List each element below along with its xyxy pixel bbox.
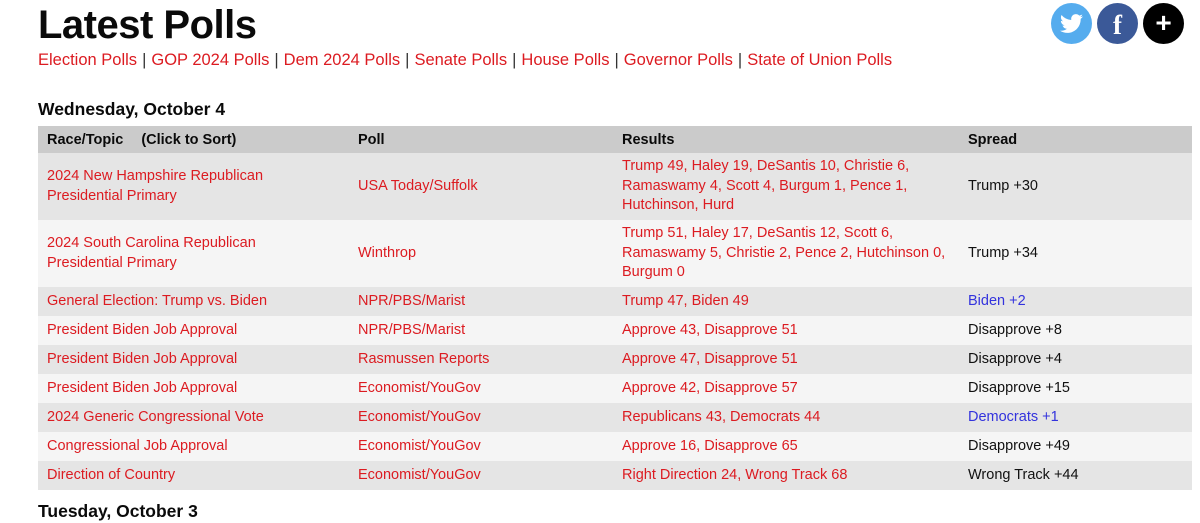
nav-separator: |: [737, 51, 743, 69]
nav-link-dem-2024-polls[interactable]: Dem 2024 Polls: [283, 51, 401, 69]
poll-table-row: 2024 South Carolina Republican President…: [38, 220, 1192, 287]
spread-value: Disapprove +49: [968, 437, 1070, 454]
nav-link-election-polls[interactable]: Election Polls: [38, 51, 138, 69]
nav-separator: |: [512, 51, 517, 69]
twitter-share-button[interactable]: [1051, 3, 1092, 44]
results-link[interactable]: Approve 43, Disapprove 51: [622, 321, 798, 338]
date-heading-wednesday: Wednesday, October 4: [38, 99, 226, 119]
race-link[interactable]: President Biden Job Approval: [47, 350, 238, 367]
poll-table-row: President Biden Job Approval NPR/PBS/Mar…: [38, 316, 1192, 345]
results-link[interactable]: Trump 49, Haley 19, DeSantis 10, Christi…: [622, 158, 910, 214]
poll-link[interactable]: Economist/YouGov: [358, 466, 481, 483]
header-spread[interactable]: Spread: [959, 126, 1192, 153]
race-link[interactable]: 2024 Generic Congressional Vote: [47, 408, 264, 425]
spread-value: Wrong Track +44: [968, 466, 1079, 483]
poll-table-row: President Biden Job Approval Rasmussen R…: [38, 345, 1192, 374]
race-link[interactable]: Direction of Country: [47, 466, 176, 483]
poll-table-row: General Election: Trump vs. Biden NPR/PB…: [38, 287, 1192, 316]
poll-link[interactable]: USA Today/Suffolk: [358, 177, 478, 194]
nav-separator: |: [142, 51, 147, 69]
results-link[interactable]: Approve 16, Disapprove 65: [622, 437, 798, 454]
nav-separator: |: [614, 51, 619, 69]
spread-value: Disapprove +8: [968, 321, 1062, 338]
poll-link[interactable]: Economist/YouGov: [358, 437, 481, 454]
race-link[interactable]: 2024 New Hampshire Republican Presidenti…: [47, 168, 264, 204]
results-link[interactable]: Approve 42, Disapprove 57: [622, 379, 798, 396]
nav-separator: |: [274, 51, 279, 69]
header-race-topic-label: Race/Topic: [47, 131, 124, 148]
social-share-bar: f +: [1051, 3, 1184, 44]
spread-value: Disapprove +15: [968, 379, 1070, 396]
race-link[interactable]: General Election: Trump vs. Biden: [47, 292, 268, 309]
nav-link-gop-2024-polls[interactable]: GOP 2024 Polls: [151, 51, 270, 69]
nav-link-senate-polls[interactable]: Senate Polls: [414, 51, 508, 69]
header-poll[interactable]: Poll: [349, 126, 613, 153]
spread-value: Disapprove +4: [968, 350, 1062, 367]
header-results[interactable]: Results: [613, 126, 959, 153]
nav-link-house-polls[interactable]: House Polls: [521, 51, 610, 69]
poll-link[interactable]: Economist/YouGov: [358, 408, 481, 425]
twitter-bird-icon: [1060, 12, 1083, 35]
poll-link[interactable]: NPR/PBS/Marist: [358, 321, 466, 338]
poll-table-row: 2024 Generic Congressional Vote Economis…: [38, 403, 1192, 432]
polls-table-header-row: Race/Topic (Click to Sort) Poll Results …: [38, 126, 1192, 153]
poll-table-row: President Biden Job Approval Economist/Y…: [38, 374, 1192, 403]
header-race-topic[interactable]: Race/Topic (Click to Sort): [38, 126, 349, 153]
polls-table: Race/Topic (Click to Sort) Poll Results …: [38, 126, 1192, 490]
page-title: Latest Polls: [38, 3, 257, 47]
facebook-icon: f: [1113, 10, 1122, 40]
poll-table-row: 2024 New Hampshire Republican Presidenti…: [38, 153, 1192, 220]
date-heading-tuesday: Tuesday, October 3: [38, 501, 198, 521]
race-link[interactable]: 2024 South Carolina Republican President…: [47, 235, 256, 271]
poll-link[interactable]: NPR/PBS/Marist: [358, 292, 466, 309]
poll-link[interactable]: Winthrop: [358, 244, 417, 261]
nav-link-governor-polls[interactable]: Governor Polls: [623, 51, 733, 69]
poll-table-row: Direction of Country Economist/YouGov Ri…: [38, 461, 1192, 490]
spread-value: Biden +2: [968, 292, 1026, 309]
facebook-share-button[interactable]: f: [1097, 3, 1138, 44]
more-share-button[interactable]: +: [1143, 3, 1184, 44]
results-link[interactable]: Right Direction 24, Wrong Track 68: [622, 466, 848, 483]
click-to-sort-hint: (Click to Sort): [141, 131, 237, 148]
spread-value: Trump +30: [968, 177, 1038, 194]
poll-link[interactable]: Rasmussen Reports: [358, 350, 490, 367]
results-link[interactable]: Trump 51, Haley 17, DeSantis 12, Scott 6…: [622, 225, 946, 281]
nav-link-state-of-union-polls[interactable]: State of Union Polls: [747, 51, 893, 69]
race-link[interactable]: President Biden Job Approval: [47, 321, 238, 338]
results-link[interactable]: Approve 47, Disapprove 51: [622, 350, 798, 367]
results-link[interactable]: Trump 47, Biden 49: [622, 292, 749, 309]
nav-separator: |: [405, 51, 410, 69]
results-link[interactable]: Republicans 43, Democrats 44: [622, 408, 821, 425]
poll-link[interactable]: Economist/YouGov: [358, 379, 481, 396]
race-link[interactable]: Congressional Job Approval: [47, 437, 228, 454]
poll-table-row: Congressional Job Approval Economist/You…: [38, 432, 1192, 461]
plus-icon: +: [1155, 6, 1172, 38]
spread-value: Trump +34: [968, 244, 1038, 261]
race-link[interactable]: President Biden Job Approval: [47, 379, 238, 396]
polls-table-body: 2024 New Hampshire Republican Presidenti…: [38, 153, 1192, 490]
poll-nav: Election Polls | GOP 2024 Polls | Dem 2024 P…: [38, 51, 1200, 70]
spread-value: Democrats +1: [968, 408, 1059, 425]
